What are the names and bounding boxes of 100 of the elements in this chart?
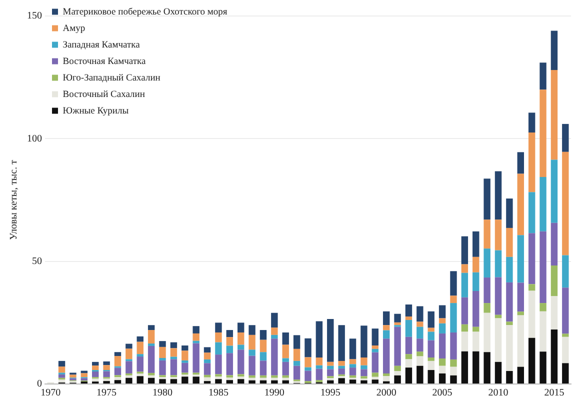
- bar: [540, 311, 546, 352]
- bar: [372, 376, 379, 380]
- bar: [382, 311, 390, 326]
- bar: [304, 357, 312, 368]
- bar: [372, 345, 379, 349]
- bar: [438, 323, 446, 334]
- bar: [126, 344, 132, 349]
- bar: [136, 356, 144, 372]
- bar: [271, 312, 278, 328]
- bar: [405, 336, 412, 354]
- x-tick-label: 2000: [376, 388, 396, 399]
- bar: [562, 288, 569, 334]
- bar: [271, 334, 278, 339]
- bar: [282, 344, 289, 358]
- bar: [461, 351, 468, 384]
- bar: [304, 338, 312, 358]
- bar: [192, 343, 200, 373]
- bar: [126, 361, 132, 374]
- bar: [148, 346, 155, 373]
- bar: [248, 325, 256, 335]
- y-axis-title: Уловы кеты, тыс. т: [8, 159, 20, 240]
- bar: [550, 160, 558, 223]
- bar: [114, 356, 122, 366]
- bar: [360, 358, 368, 366]
- bar: [293, 366, 300, 380]
- bar: [484, 312, 490, 352]
- bar: [260, 375, 267, 378]
- bar: [360, 376, 368, 379]
- bar: [114, 377, 122, 380]
- bar: [416, 366, 424, 384]
- bar: [405, 368, 412, 384]
- bar: [226, 380, 234, 384]
- bar: [506, 256, 513, 282]
- bar: [215, 354, 222, 374]
- bar: [282, 380, 289, 384]
- bar: [114, 380, 122, 384]
- bar: [204, 377, 211, 382]
- bar: [394, 326, 401, 366]
- bar: [92, 366, 99, 370]
- bar: [327, 366, 334, 370]
- bar: [416, 322, 424, 327]
- bar: [494, 314, 502, 318]
- bar: [327, 380, 334, 384]
- bar: [349, 338, 356, 360]
- bar: [382, 330, 390, 339]
- bar: [540, 176, 546, 232]
- bar: [316, 368, 323, 380]
- bar: [338, 378, 345, 384]
- bar: [472, 351, 480, 384]
- x-tick-label: 2010: [488, 388, 508, 399]
- bar: [92, 371, 99, 378]
- bar: [226, 375, 234, 378]
- bar: [360, 369, 368, 376]
- bar: [484, 248, 490, 278]
- bar: [182, 360, 188, 363]
- bar: [338, 368, 345, 374]
- legend-label: Юго-Западный Сахалин: [62, 73, 160, 84]
- bar: [349, 359, 356, 364]
- bar: [405, 354, 412, 360]
- bar: [450, 332, 457, 360]
- bar: [226, 378, 234, 380]
- bar: [70, 374, 76, 378]
- bar: [461, 324, 468, 332]
- bar: [170, 359, 178, 376]
- bar: [304, 367, 312, 371]
- bar: [338, 325, 345, 361]
- bar: [126, 348, 132, 360]
- bar: [282, 332, 289, 345]
- bar: [159, 360, 166, 376]
- bar: [126, 378, 132, 384]
- bar: [517, 152, 524, 174]
- bar: [550, 30, 558, 70]
- bar: [494, 250, 502, 278]
- bar: [192, 376, 200, 384]
- bar: [461, 264, 468, 273]
- bar: [461, 297, 468, 324]
- bar: [204, 374, 211, 378]
- legend-label: Материковое побережье Охотского моря: [62, 7, 228, 18]
- bar: [148, 375, 155, 378]
- bar: [58, 366, 66, 373]
- bar: [382, 338, 390, 374]
- bar: [182, 362, 188, 373]
- bar: [327, 318, 334, 362]
- bar: [506, 282, 513, 322]
- bar: [416, 338, 424, 352]
- bar: [438, 366, 446, 374]
- bar: [316, 358, 323, 366]
- legend-label: Амур: [62, 24, 86, 34]
- bar: [260, 378, 267, 380]
- bar: [394, 314, 401, 322]
- bar: [103, 361, 110, 366]
- bar: [80, 373, 88, 378]
- bar: [472, 272, 480, 292]
- bar: [472, 332, 480, 352]
- bar: [372, 372, 379, 377]
- bar: [517, 315, 524, 367]
- bar: [215, 374, 222, 377]
- x-tick-label: 2005: [432, 388, 452, 399]
- bar: [360, 326, 368, 358]
- bar: [517, 174, 524, 236]
